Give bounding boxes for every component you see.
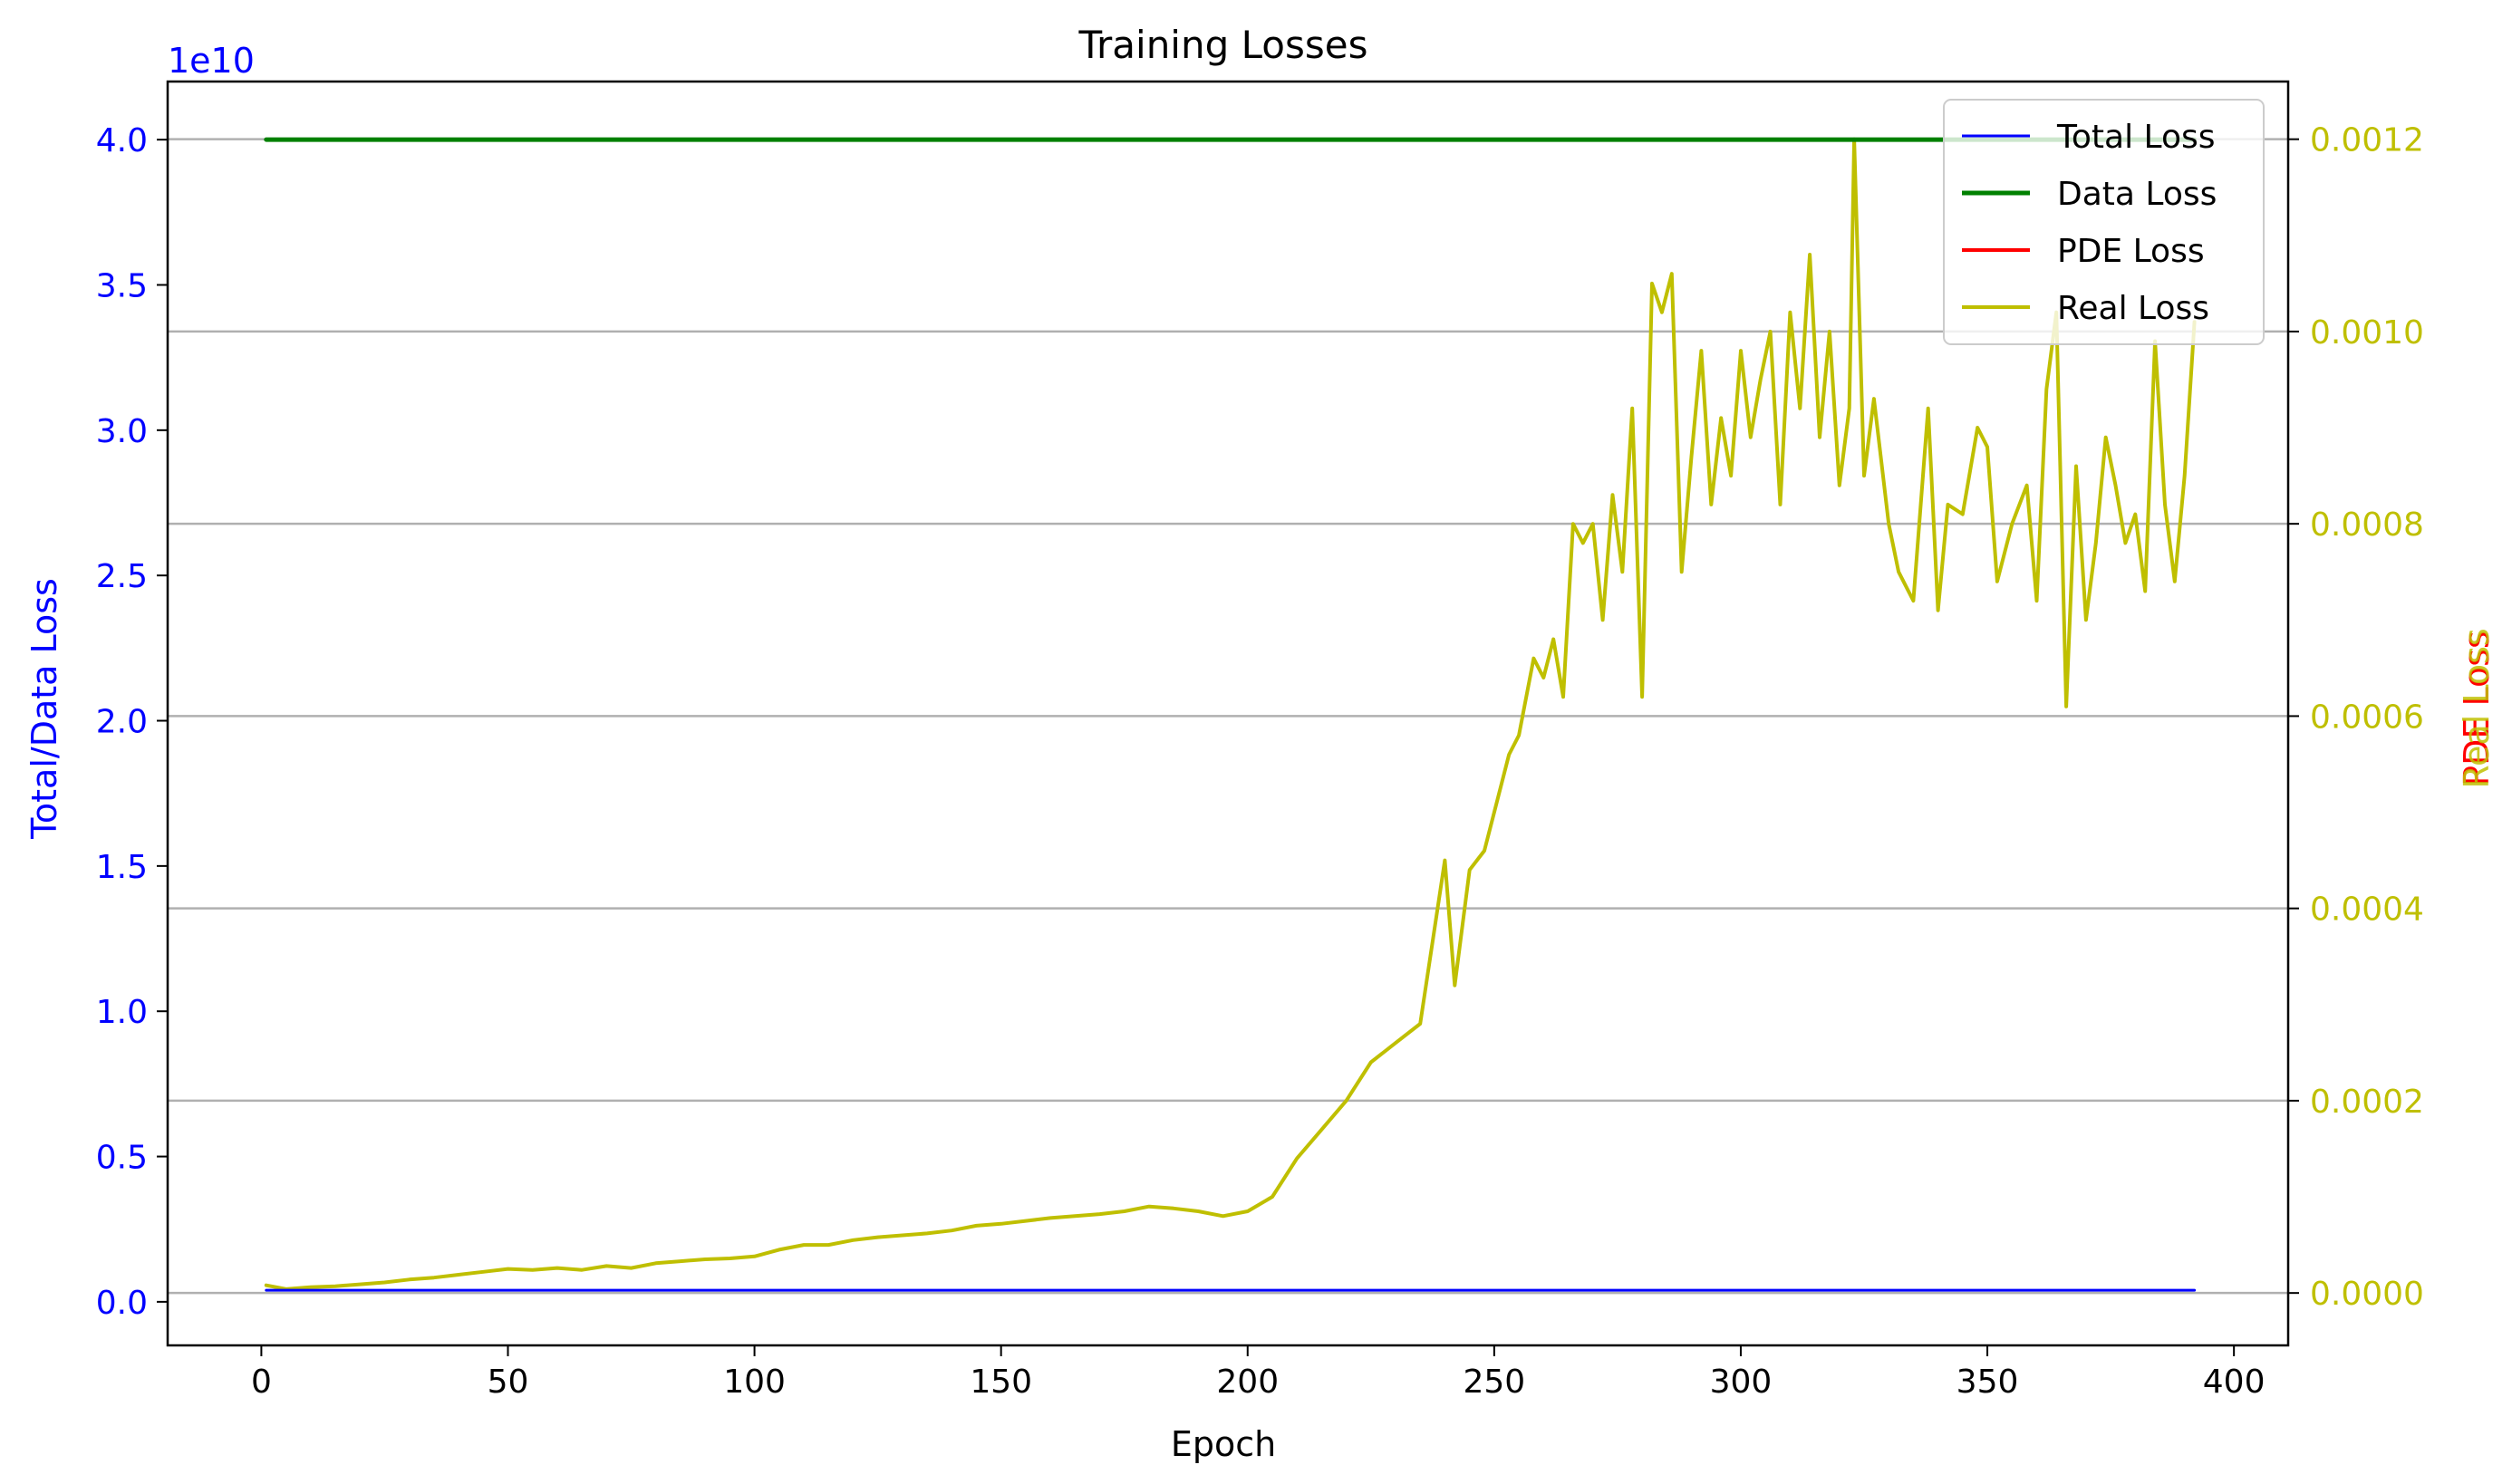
left-axis-offset-text: 1e10 bbox=[168, 41, 255, 81]
x-tick-label: 50 bbox=[488, 1364, 529, 1401]
plot-frame bbox=[166, 80, 2290, 1347]
left-tick-label: 2.0 bbox=[96, 704, 148, 741]
legend: Total Loss Data Loss PDE Loss Real Loss bbox=[1943, 99, 2265, 345]
x-tick-label: 250 bbox=[1464, 1364, 1526, 1401]
left-tick-label: 1.5 bbox=[96, 849, 148, 886]
x-axis-ticks: 0 50 100 150 200 250 300 350 400 bbox=[251, 1345, 2266, 1401]
chart-title: Training Losses bbox=[1078, 23, 1368, 67]
right-tick-label: 0.0006 bbox=[2310, 699, 2424, 736]
x-tick-label: 0 bbox=[251, 1364, 272, 1401]
right-axis-ticks: 0.0000 0.0002 0.0004 0.0006 0.0008 0.0010 0.00… bbox=[2288, 122, 2424, 1313]
left-tick-label: 0.0 bbox=[96, 1285, 148, 1322]
right-tick-label: 0.0000 bbox=[2310, 1276, 2424, 1313]
legend-label: Real Loss bbox=[2057, 290, 2209, 327]
left-tick-label: 3.0 bbox=[96, 413, 148, 450]
legend-box bbox=[1943, 99, 2265, 345]
x-tick-label: 200 bbox=[1216, 1364, 1279, 1401]
x-tick-label: 350 bbox=[1956, 1364, 2019, 1401]
left-tick-label: 1.0 bbox=[96, 994, 148, 1031]
x-axis-label: Epoch bbox=[1171, 1424, 1276, 1464]
left-tick-label: 3.5 bbox=[96, 267, 148, 304]
legend-label: Data Loss bbox=[2057, 176, 2217, 213]
right-axis-label-real: Real Loss bbox=[2457, 628, 2497, 788]
right-tick-label: 0.0002 bbox=[2310, 1084, 2424, 1121]
right-tick-label: 0.0010 bbox=[2310, 314, 2424, 352]
x-tick-label: 100 bbox=[723, 1364, 786, 1401]
left-axis-ticks: 0.0 0.5 1.0 1.5 2.0 2.5 3.0 3.5 4.0 bbox=[96, 122, 168, 1322]
right-axis-label-pde: PDE Loss bbox=[2457, 631, 2497, 786]
x-tick-label: 150 bbox=[970, 1364, 1032, 1401]
x-tick-label: 400 bbox=[2203, 1364, 2266, 1401]
left-axis-label: Total/Data Loss bbox=[24, 578, 64, 840]
left-tick-label: 4.0 bbox=[96, 122, 148, 159]
right-tick-label: 0.0008 bbox=[2310, 506, 2424, 544]
legend-label: PDE Loss bbox=[2057, 233, 2205, 270]
series-line-real-loss bbox=[264, 137, 2197, 1291]
left-tick-label: 0.5 bbox=[96, 1140, 148, 1177]
plot-series bbox=[264, 137, 2198, 1292]
legend-label: Total Loss bbox=[2056, 119, 2215, 156]
right-tick-label: 0.0004 bbox=[2310, 891, 2424, 929]
right-tick-label: 0.0012 bbox=[2310, 122, 2424, 159]
left-tick-label: 2.5 bbox=[96, 558, 148, 595]
x-tick-label: 300 bbox=[1710, 1364, 1773, 1401]
